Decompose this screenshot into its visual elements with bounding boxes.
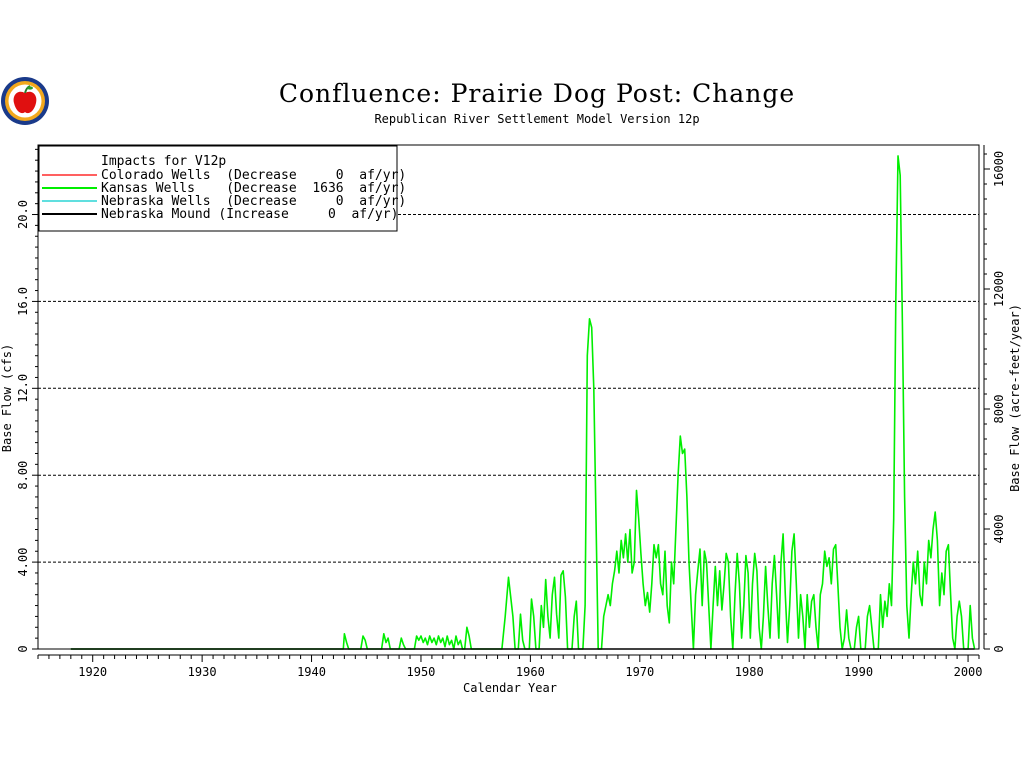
y-left-tick-label: 0 xyxy=(16,645,30,652)
y-left-tick-label: 4.00 xyxy=(16,548,30,577)
logo-icon xyxy=(1,77,49,125)
x-tick-label: 1930 xyxy=(188,665,217,679)
x-tick-label: 1950 xyxy=(407,665,436,679)
x-tick-label: 1990 xyxy=(844,665,873,679)
grid-lines xyxy=(38,214,979,563)
legend: Impacts for V12p Colorado Wells (Decreas… xyxy=(38,145,406,232)
legend-title: Impacts for V12p xyxy=(101,154,226,169)
x-axis: 1920 1930 1940 1950 1960 1970 1980 1990 2000 xyxy=(37,654,983,679)
legend-box xyxy=(38,145,398,232)
y-right-tick-label: 0 xyxy=(992,645,1006,652)
x-tick-label: 1940 xyxy=(297,665,326,679)
y-left-tick-label: 16.0 xyxy=(16,287,30,316)
x-tick-label: 2000 xyxy=(954,665,983,679)
legend-entry-colorado: Colorado Wells (Decrease 0 af/yr) xyxy=(101,168,406,183)
y-right-tick-label: 4000 xyxy=(992,515,1006,544)
x-tick-label: 1960 xyxy=(516,665,545,679)
y-left-tick-label: 12.0 xyxy=(16,374,30,403)
x-axis-label: Calendar Year xyxy=(463,681,557,695)
y-right-tick-label: 16000 xyxy=(992,151,1006,187)
x-tick-label: 1970 xyxy=(625,665,654,679)
chart-subtitle: Republican River Settlement Model Versio… xyxy=(374,112,699,126)
y-axis-label-left: Base Flow (cfs) xyxy=(0,344,14,452)
chart-title: Confluence: Prairie Dog Post: Change xyxy=(279,79,795,108)
y-left-tick-label: 20.0 xyxy=(16,200,30,229)
legend-entry-nebraska-wells: Nebraska Wells (Decrease 0 af/yr) xyxy=(101,194,406,209)
y-left-tick-label: 8.00 xyxy=(16,461,30,490)
x-tick-label: 1920 xyxy=(78,665,107,679)
y-axis-label-right: Base Flow (acre-feet/year) xyxy=(1008,304,1022,492)
y-axis-left: 0 4.00 8.00 12.0 16.0 20.0 xyxy=(16,148,38,653)
legend-entry-kansas: Kansas Wells (Decrease 1636 af/yr) xyxy=(101,181,406,196)
series-line-kansas-wells xyxy=(70,155,976,650)
y-right-tick-label: 8000 xyxy=(992,395,1006,424)
y-right-tick-label: 12000 xyxy=(992,271,1006,307)
legend-entry-nebraska-mound: Nebraska Mound (Increase 0 af/yr) xyxy=(101,207,398,222)
y-axis-right: 0 4000 8000 12000 16000 xyxy=(983,145,1006,653)
series-layer xyxy=(70,155,976,650)
x-tick-label: 1980 xyxy=(735,665,764,679)
